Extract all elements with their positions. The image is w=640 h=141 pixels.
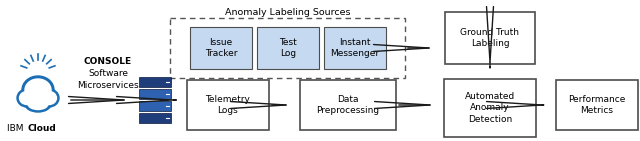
Ellipse shape: [28, 99, 48, 110]
Text: Performance
Metrics: Performance Metrics: [568, 95, 626, 115]
Ellipse shape: [22, 76, 54, 104]
FancyBboxPatch shape: [324, 27, 386, 69]
Text: Microservices: Microservices: [77, 81, 139, 90]
Text: Cloud: Cloud: [28, 124, 57, 133]
Text: Data
Preprocessing: Data Preprocessing: [316, 95, 380, 115]
FancyBboxPatch shape: [300, 80, 396, 130]
Bar: [139, 89, 171, 99]
Text: Automated
Anomaly
Detection: Automated Anomaly Detection: [465, 92, 515, 124]
FancyBboxPatch shape: [445, 12, 535, 64]
FancyBboxPatch shape: [187, 80, 269, 130]
FancyBboxPatch shape: [556, 80, 638, 130]
Text: Instant
Messenger: Instant Messenger: [330, 38, 380, 58]
FancyBboxPatch shape: [444, 79, 536, 137]
Text: Software: Software: [88, 70, 128, 79]
FancyBboxPatch shape: [257, 27, 319, 69]
Ellipse shape: [42, 92, 56, 104]
Text: IBM: IBM: [7, 124, 26, 133]
Bar: [139, 77, 171, 87]
Text: Issue
Tracker: Issue Tracker: [205, 38, 237, 58]
Text: Telemetry
Logs: Telemetry Logs: [205, 95, 250, 115]
Text: Test
Log: Test Log: [279, 38, 297, 58]
Ellipse shape: [25, 79, 51, 101]
Text: Anomaly Labeling Sources: Anomaly Labeling Sources: [225, 8, 351, 17]
Text: Ground Truth
Labeling: Ground Truth Labeling: [461, 28, 520, 48]
Text: CONSOLE: CONSOLE: [84, 58, 132, 67]
Ellipse shape: [39, 89, 59, 107]
FancyBboxPatch shape: [190, 27, 252, 69]
Bar: [139, 101, 171, 111]
Ellipse shape: [19, 92, 35, 104]
Ellipse shape: [17, 89, 37, 107]
Ellipse shape: [25, 96, 51, 112]
Bar: [139, 113, 171, 123]
